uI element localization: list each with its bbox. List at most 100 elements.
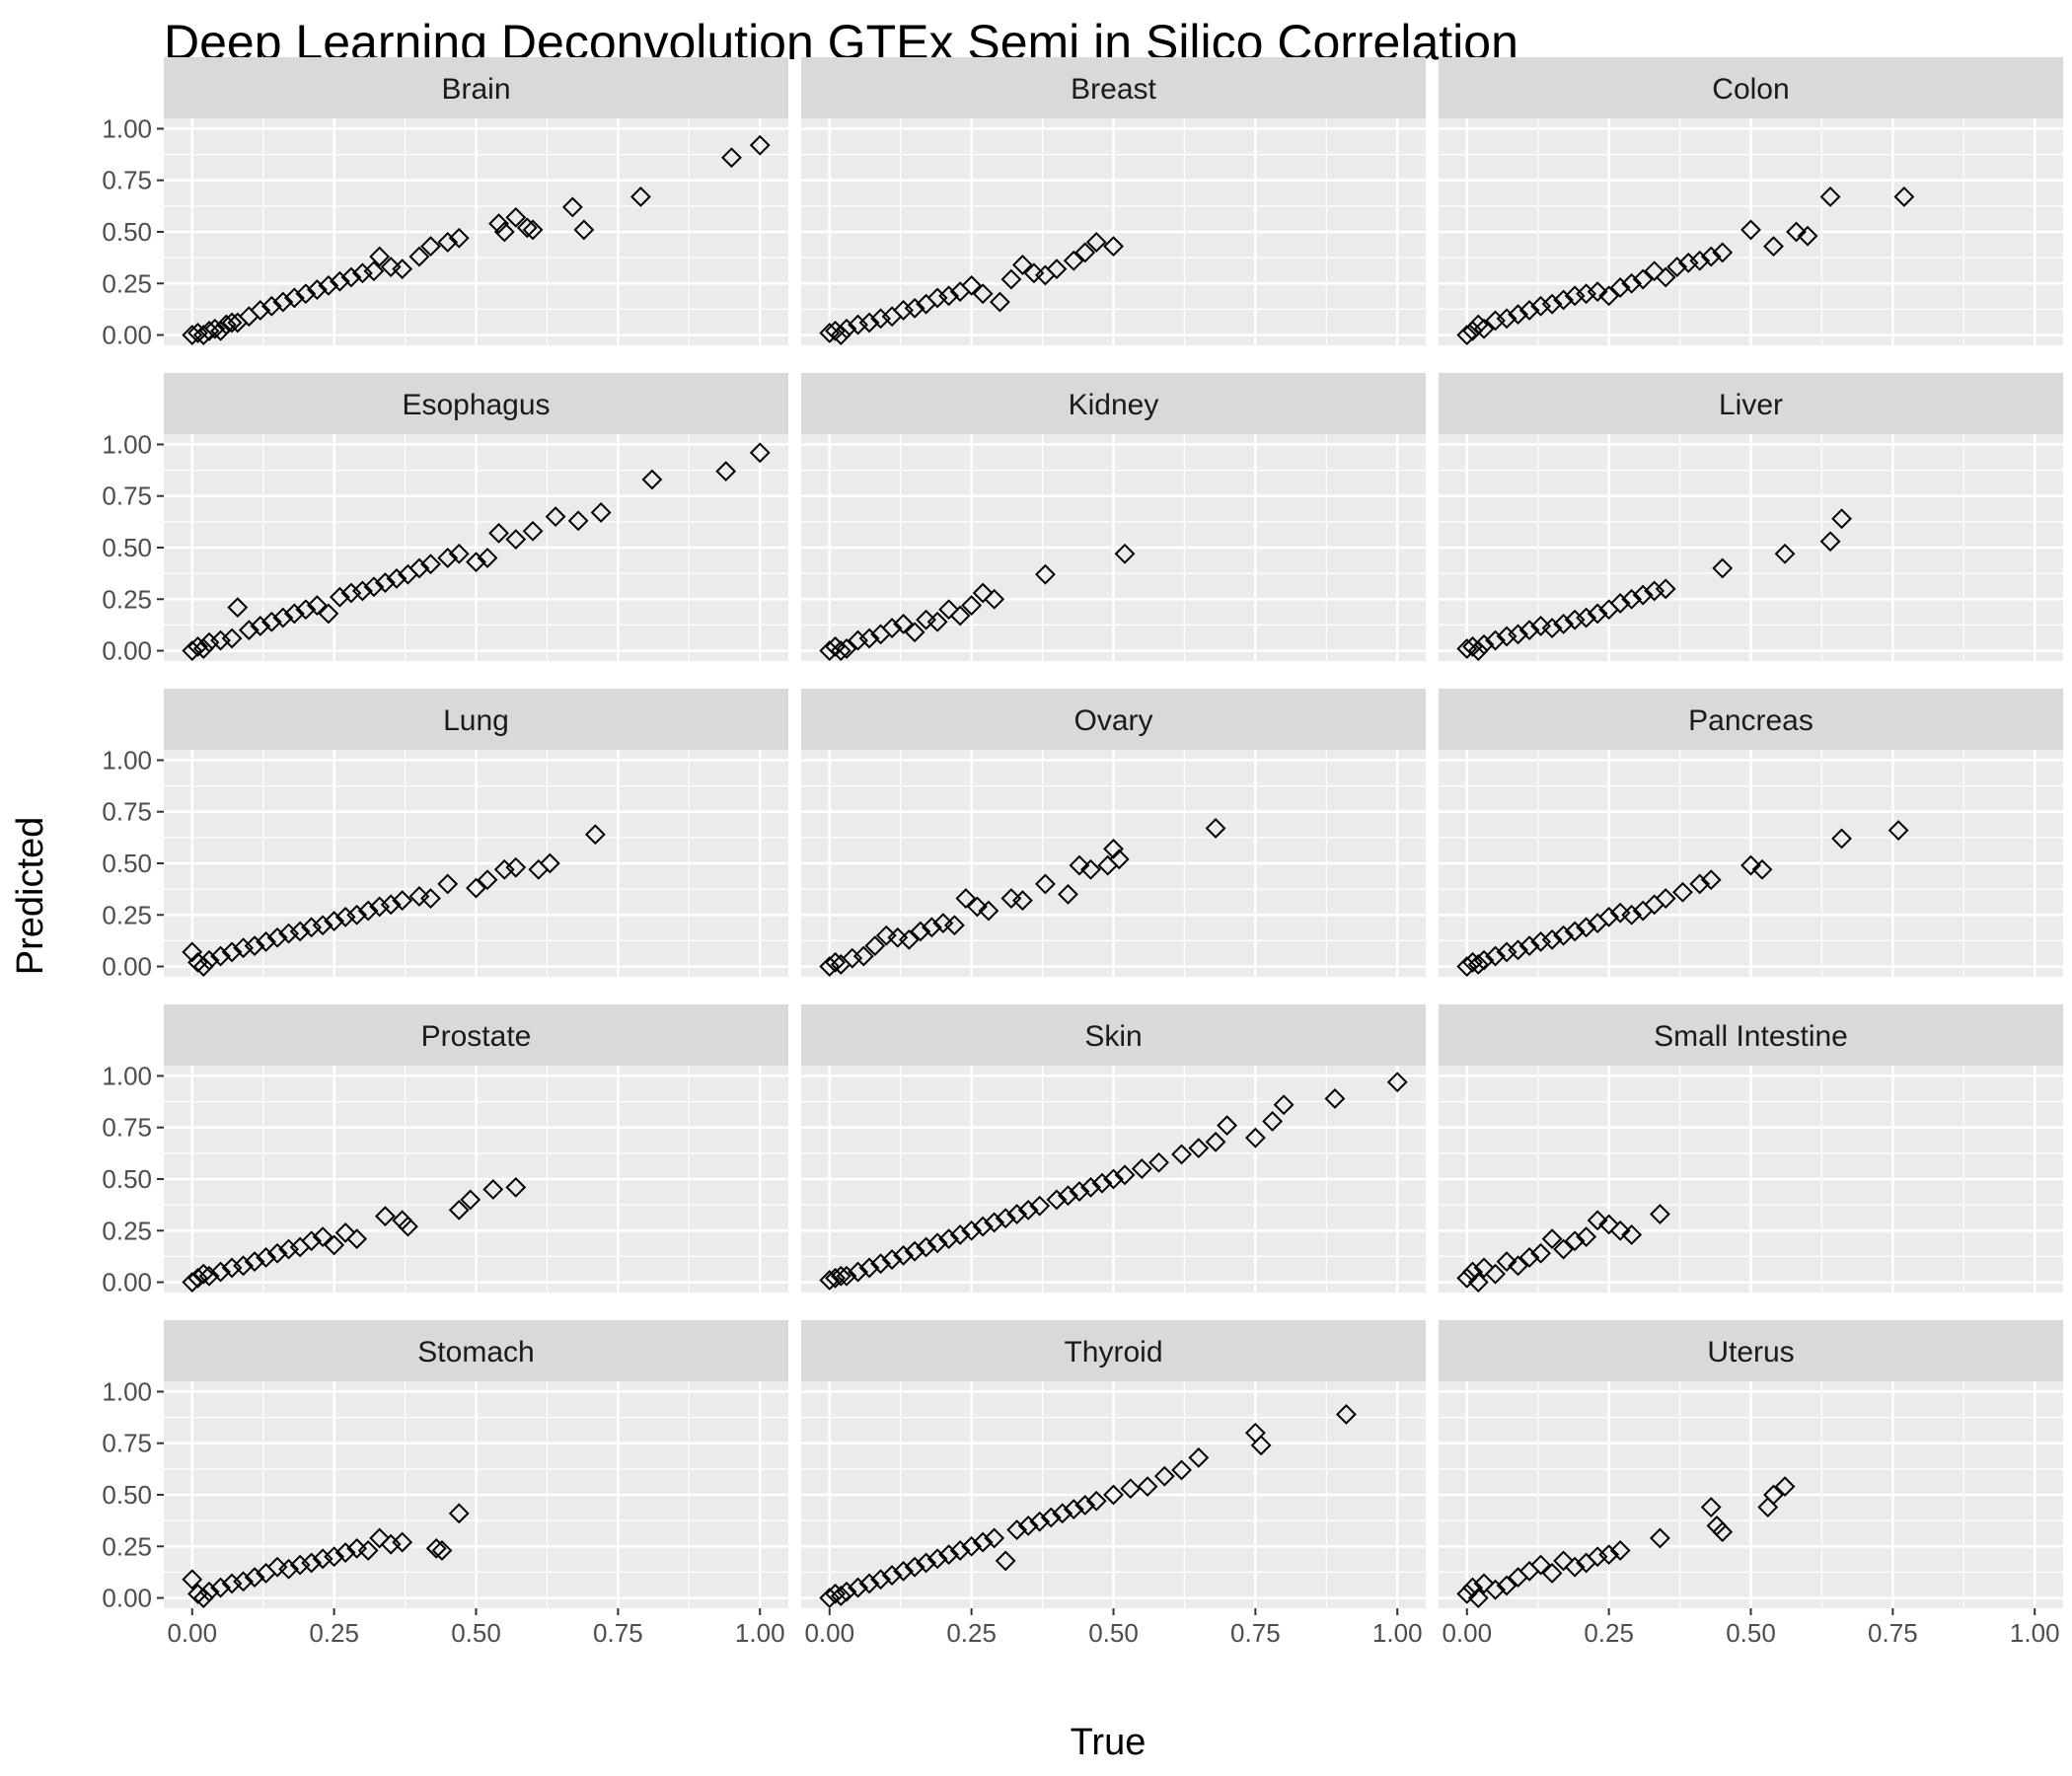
data-point xyxy=(375,572,396,593)
data-point xyxy=(420,236,441,258)
data-point xyxy=(830,640,851,661)
x-tick-label: 0.25 xyxy=(309,1618,359,1648)
data-point xyxy=(1462,1261,1483,1283)
data-point xyxy=(1587,603,1608,625)
data-point xyxy=(466,552,486,573)
data-point xyxy=(256,1247,276,1268)
data-point xyxy=(938,285,960,307)
data-point xyxy=(836,1581,857,1602)
data-point xyxy=(1644,260,1665,282)
data-point xyxy=(437,232,459,253)
data-point xyxy=(1462,635,1483,657)
data-point xyxy=(916,1236,937,1258)
data-point xyxy=(836,1265,857,1287)
data-point xyxy=(916,1552,937,1574)
data-point xyxy=(984,1212,1005,1233)
data-point xyxy=(938,1544,960,1566)
data-point xyxy=(1006,1204,1028,1224)
data-point xyxy=(260,611,282,632)
data-point xyxy=(210,629,231,651)
data-point xyxy=(972,1531,994,1553)
data-point xyxy=(1456,638,1478,659)
data-point xyxy=(1473,1257,1495,1279)
data-point xyxy=(1080,858,1101,880)
data-point xyxy=(198,631,220,653)
facet-label: Small Intestine xyxy=(1654,1020,1848,1053)
data-point xyxy=(312,1226,333,1247)
facet-strip xyxy=(1439,373,2063,434)
x-tick-label: 0.50 xyxy=(1726,1618,1776,1648)
data-point xyxy=(505,206,527,228)
data-point xyxy=(357,900,379,922)
data-point xyxy=(995,1208,1016,1229)
data-point xyxy=(238,620,259,641)
data-point xyxy=(1462,951,1483,973)
data-point xyxy=(1485,310,1506,332)
data-point xyxy=(1530,616,1551,636)
data-point xyxy=(910,921,931,942)
y-tick-label: 0.00 xyxy=(102,321,152,350)
data-point xyxy=(1740,219,1761,241)
data-point xyxy=(836,318,857,339)
data-point xyxy=(482,1179,504,1200)
facet-panel: Pancreas xyxy=(1439,689,2063,977)
facet-panel: Thyroid 0.00 0.25 0.50 0.75 1.00 xyxy=(801,1320,1426,1648)
data-point xyxy=(1650,1204,1670,1224)
data-point xyxy=(1797,225,1818,247)
data-point xyxy=(1712,557,1734,579)
data-point xyxy=(749,134,771,156)
y-tick-label: 0.00 xyxy=(102,1584,152,1613)
data-point xyxy=(386,567,407,589)
data-point xyxy=(182,941,203,963)
data-point xyxy=(1632,268,1654,290)
data-point xyxy=(1677,252,1699,273)
y-tick-label: 0.00 xyxy=(102,636,152,666)
data-point xyxy=(250,300,271,321)
data-point xyxy=(1751,858,1773,880)
y-tick-label: 1.00 xyxy=(102,745,152,775)
data-point xyxy=(420,888,441,909)
data-point xyxy=(926,1548,948,1570)
data-point xyxy=(272,291,294,313)
data-point xyxy=(1473,633,1495,655)
data-point xyxy=(1541,618,1563,638)
data-point xyxy=(1205,818,1226,839)
facet-strip xyxy=(801,1320,1426,1381)
data-point xyxy=(1893,186,1915,207)
data-point xyxy=(1080,1176,1101,1198)
data-point xyxy=(904,1556,925,1578)
data-point xyxy=(1553,289,1575,311)
y-tick-label: 0.25 xyxy=(102,268,152,298)
data-point xyxy=(1655,266,1676,288)
data-point xyxy=(1689,873,1711,895)
data-point xyxy=(1508,939,1528,961)
data-point xyxy=(1063,1499,1084,1520)
data-point xyxy=(1496,626,1517,647)
data-point xyxy=(1171,1144,1192,1165)
data-point xyxy=(1188,1446,1210,1468)
x-tick-label: 0.00 xyxy=(167,1618,217,1648)
data-point xyxy=(182,640,203,661)
data-point xyxy=(1217,1115,1238,1137)
data-point xyxy=(1103,1484,1124,1506)
data-point xyxy=(227,597,249,619)
data-point xyxy=(1831,828,1852,850)
data-point xyxy=(408,246,430,267)
data-point xyxy=(1496,1575,1517,1596)
x-tick-label: 0.25 xyxy=(1584,1618,1634,1648)
data-point xyxy=(1029,1195,1051,1217)
data-point xyxy=(1496,308,1517,330)
data-point xyxy=(1774,543,1796,564)
facet-panel: Esophagus 0.00 0.25 0.50 0.75 1.00 xyxy=(102,373,788,666)
data-point xyxy=(972,582,994,604)
data-point xyxy=(966,896,988,918)
data-point xyxy=(295,283,317,305)
data-point xyxy=(380,1533,402,1555)
data-point xyxy=(887,926,909,948)
y-tick-label: 0.75 xyxy=(102,797,152,827)
data-point xyxy=(1609,1220,1631,1241)
data-point xyxy=(369,246,391,267)
data-point xyxy=(198,1581,220,1602)
data-point xyxy=(1148,1151,1169,1173)
facet-panel: Colon xyxy=(1439,57,2063,345)
